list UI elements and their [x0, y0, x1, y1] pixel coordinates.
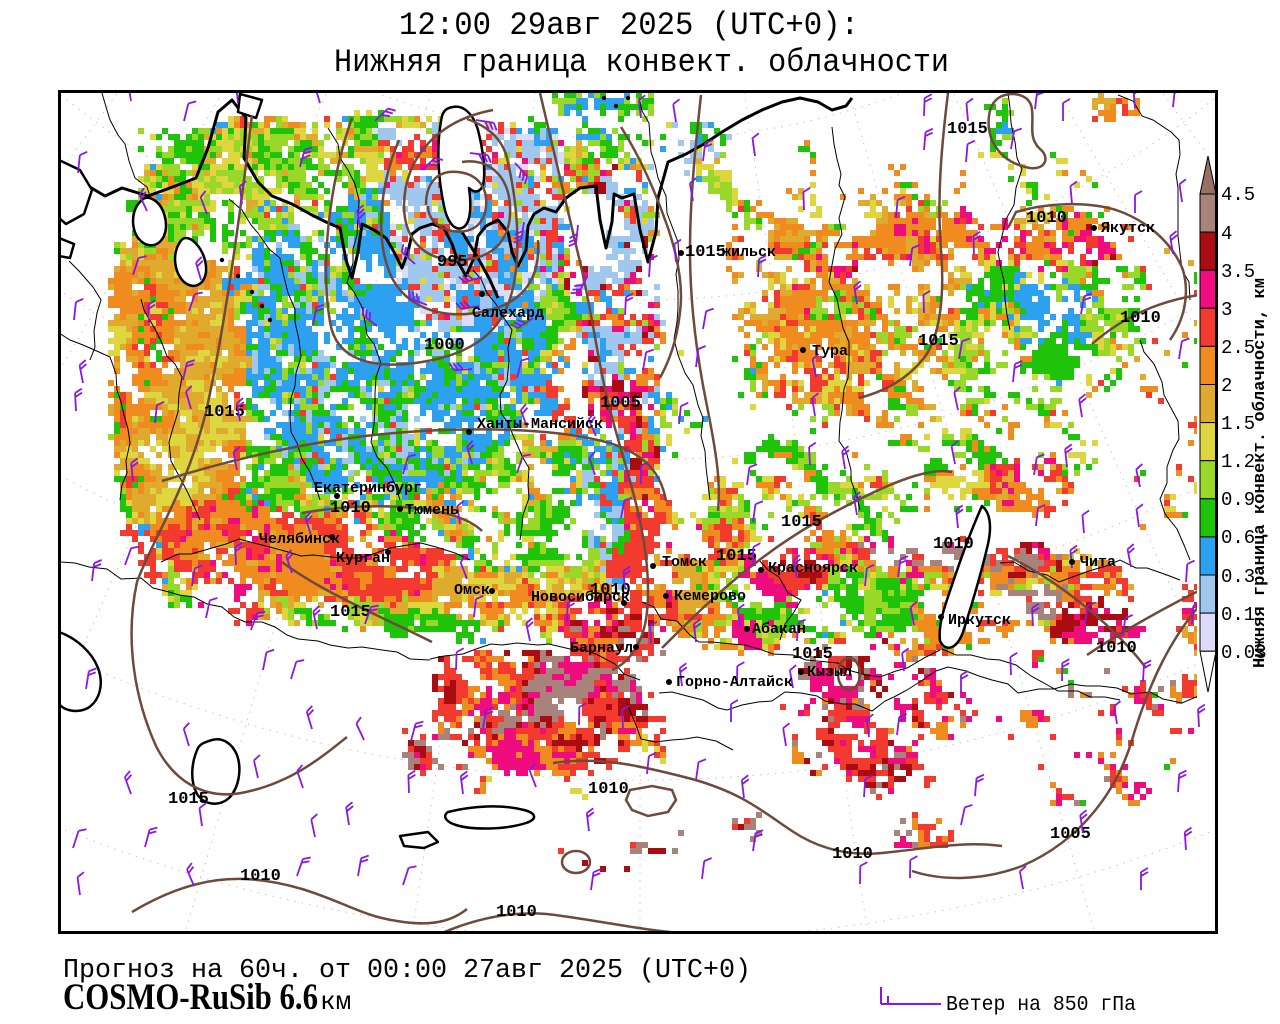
svg-text:1015: 1015	[918, 332, 959, 351]
svg-text:1010: 1010	[1096, 639, 1137, 658]
svg-text:1010: 1010	[933, 535, 974, 554]
svg-text:Абакан: Абакан	[752, 621, 806, 638]
svg-text:12:00 29авг 2025 (UTC+0):: 12:00 29авг 2025 (UTC+0):	[399, 7, 859, 44]
svg-text:Омск: Омск	[454, 582, 490, 599]
svg-text:1010: 1010	[330, 499, 371, 518]
svg-text:1015: 1015	[781, 513, 822, 532]
svg-text:Нижняя граница конвект. облачн: Нижняя граница конвект. облачности	[334, 44, 949, 81]
svg-text:Курган: Курган	[336, 550, 390, 567]
svg-text:1.5: 1.5	[1221, 413, 1255, 435]
svg-text:1015: 1015	[685, 243, 726, 262]
svg-text:Ветер на 850 гПа: Ветер на 850 гПа	[946, 994, 1136, 1017]
svg-text:Красноярск: Красноярск	[768, 560, 858, 577]
svg-text:0.3: 0.3	[1221, 566, 1255, 588]
svg-text:Томск: Томск	[662, 554, 707, 571]
svg-text:Тура: Тура	[812, 343, 848, 360]
svg-text:1000: 1000	[424, 336, 465, 355]
svg-text:1010: 1010	[496, 903, 537, 922]
svg-text:2.5: 2.5	[1221, 337, 1255, 359]
svg-text:3: 3	[1221, 299, 1232, 321]
svg-text:4: 4	[1221, 223, 1232, 245]
svg-text:1010: 1010	[832, 845, 873, 864]
svg-text:Екатеринбург: Екатеринбург	[314, 480, 422, 497]
svg-text:Чита: Чита	[1080, 554, 1116, 571]
svg-text:Прогноз на 60ч. от 00:00 27авг: Прогноз на 60ч. от 00:00 27авг 2025 (UTC…	[63, 956, 751, 986]
svg-text:Челябинск: Челябинск	[259, 531, 340, 548]
svg-text:Иркутск: Иркутск	[948, 612, 1011, 629]
svg-text:995: 995	[437, 253, 468, 272]
svg-text:1015: 1015	[947, 120, 988, 139]
svg-text:Барнаул: Барнаул	[570, 640, 633, 657]
svg-text:1005: 1005	[600, 394, 641, 413]
svg-text:0.1: 0.1	[1221, 604, 1255, 626]
svg-text:Нижняя граница конвект. облачн: Нижняя граница конвект. облачности, км	[1250, 278, 1269, 668]
svg-text:0.9: 0.9	[1221, 489, 1255, 511]
svg-text:COSMO-RuSib 6.6: COSMO-RuSib 6.6	[63, 977, 318, 1018]
svg-text:1010: 1010	[240, 867, 281, 886]
svg-text:Тюмень: Тюмень	[405, 502, 459, 519]
svg-text:Кемерово: Кемерово	[674, 588, 746, 605]
svg-text:Новосибирск: Новосибирск	[531, 589, 630, 606]
svg-text:1010: 1010	[590, 581, 631, 600]
svg-text:1010: 1010	[1120, 309, 1161, 328]
svg-text:Якутск: Якутск	[1101, 220, 1155, 237]
svg-text:км: км	[320, 987, 351, 1017]
svg-text:0.6: 0.6	[1221, 527, 1255, 549]
svg-text:2: 2	[1221, 375, 1232, 397]
svg-text:1010: 1010	[588, 780, 629, 799]
svg-text:1010: 1010	[1026, 209, 1067, 228]
svg-text:Горно-Алтайск: Горно-Алтайск	[676, 674, 793, 691]
svg-text:Ханты-Мансийск: Ханты-Мансийск	[477, 416, 603, 433]
svg-text:1.2: 1.2	[1221, 451, 1255, 473]
svg-text:4.5: 4.5	[1221, 184, 1255, 206]
svg-text:жильск: жильск	[722, 244, 776, 261]
svg-text:Салехард: Салехард	[472, 305, 544, 322]
svg-text:1015: 1015	[716, 547, 757, 566]
svg-text:Кызыл: Кызыл	[807, 664, 852, 681]
svg-text:1005: 1005	[1050, 825, 1091, 844]
svg-text:3.5: 3.5	[1221, 261, 1255, 283]
svg-text:1015: 1015	[168, 790, 209, 809]
svg-text:0.03: 0.03	[1221, 642, 1267, 664]
svg-text:1015: 1015	[330, 603, 371, 622]
svg-text:1015: 1015	[204, 403, 245, 422]
svg-text:1015: 1015	[792, 645, 833, 664]
